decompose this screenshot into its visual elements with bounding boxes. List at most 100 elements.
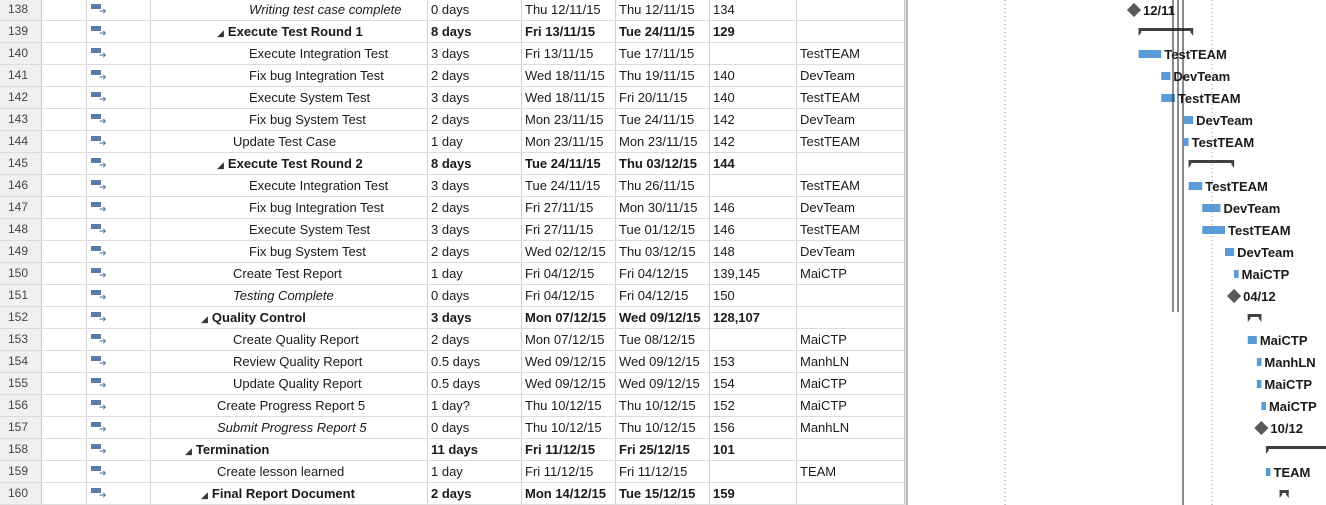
duration-cell[interactable]: 2 days [428, 197, 522, 218]
resource-cell[interactable] [797, 483, 905, 504]
task-mode-cell[interactable]: ➜ [87, 395, 151, 416]
duration-cell[interactable]: 1 day [428, 131, 522, 152]
predecessors-cell[interactable]: 142 [710, 131, 797, 152]
finish-cell[interactable]: Fri 20/11/15 [616, 87, 710, 108]
start-cell[interactable]: Tue 24/11/15 [522, 175, 616, 196]
resource-cell[interactable]: MaiCTP [797, 329, 905, 350]
task-mode-cell[interactable]: ➜ [87, 351, 151, 372]
task-row[interactable]: 153 ➜ Create Quality Report 2 days Mon 07/12… [0, 329, 905, 351]
task-name-cell[interactable]: Update Test Case [151, 131, 428, 152]
resource-cell[interactable]: MaiCTP [797, 395, 905, 416]
task-row[interactable]: 154 ➜ Review Quality Report 0.5 days Wed 09/… [0, 351, 905, 373]
finish-cell[interactable]: Thu 10/12/15 [616, 417, 710, 438]
task-mode-cell[interactable]: ➜ [87, 43, 151, 64]
duration-cell[interactable]: 3 days [428, 43, 522, 64]
task-name-cell[interactable]: Fix bug System Test [151, 241, 428, 262]
start-cell[interactable]: Thu 12/11/15 [522, 0, 616, 20]
task-name-cell[interactable]: Fix bug Integration Test [151, 65, 428, 86]
duration-cell[interactable]: 2 days [428, 329, 522, 350]
start-cell[interactable]: Wed 09/12/15 [522, 351, 616, 372]
row-id[interactable]: 155 [0, 373, 42, 394]
resource-cell[interactable]: DevTeam [797, 109, 905, 130]
row-id[interactable]: 146 [0, 175, 42, 196]
resource-cell[interactable]: ManhLN [797, 351, 905, 372]
finish-cell[interactable]: Tue 08/12/15 [616, 329, 710, 350]
task-name-cell[interactable]: Create Test Report [151, 263, 428, 284]
task-mode-cell[interactable]: ➜ [87, 483, 151, 504]
task-mode-cell[interactable]: ➜ [87, 219, 151, 240]
resource-cell[interactable]: TEAM [797, 461, 905, 482]
row-id[interactable]: 151 [0, 285, 42, 306]
task-row[interactable]: 141 ➜ Fix bug Integration Test 2 days Wed 18… [0, 65, 905, 87]
row-id[interactable]: 143 [0, 109, 42, 130]
finish-cell[interactable]: Thu 19/11/15 [616, 65, 710, 86]
resource-cell[interactable]: ManhLN [797, 417, 905, 438]
predecessors-cell[interactable]: 144 [710, 153, 797, 174]
row-id[interactable]: 154 [0, 351, 42, 372]
resource-cell[interactable] [797, 0, 905, 20]
task-name-cell[interactable]: Execute Integration Test [151, 43, 428, 64]
start-cell[interactable]: Fri 04/12/15 [522, 263, 616, 284]
start-cell[interactable]: Mon 23/11/15 [522, 131, 616, 152]
start-cell[interactable]: Fri 13/11/15 [522, 21, 616, 42]
task-row[interactable]: 160 ➜ ◢ Final Report Document 2 days Mon 14/1… [0, 483, 905, 505]
task-name-cell[interactable]: Execute System Test [151, 87, 428, 108]
task-mode-cell[interactable]: ➜ [87, 417, 151, 438]
finish-cell[interactable]: Wed 09/12/15 [616, 307, 710, 328]
row-id[interactable]: 153 [0, 329, 42, 350]
resource-cell[interactable] [797, 153, 905, 174]
predecessors-cell[interactable]: 146 [710, 219, 797, 240]
row-id[interactable]: 145 [0, 153, 42, 174]
predecessors-cell[interactable] [710, 43, 797, 64]
collapse-triangle-icon[interactable]: ◢ [217, 160, 224, 170]
task-row[interactable]: 146 ➜ Execute Integration Test 3 days Tue 24… [0, 175, 905, 197]
start-cell[interactable]: Wed 18/11/15 [522, 65, 616, 86]
duration-cell[interactable]: 0.5 days [428, 351, 522, 372]
finish-cell[interactable]: Tue 24/11/15 [616, 21, 710, 42]
duration-cell[interactable]: 1 day [428, 461, 522, 482]
resource-cell[interactable] [797, 307, 905, 328]
resource-cell[interactable] [797, 285, 905, 306]
task-name-cell[interactable]: Create lesson learned [151, 461, 428, 482]
task-row[interactable]: 159 ➜ Create lesson learned 1 day Fri 11/12/… [0, 461, 905, 483]
finish-cell[interactable]: Fri 25/12/15 [616, 439, 710, 460]
finish-cell[interactable]: Mon 23/11/15 [616, 131, 710, 152]
predecessors-cell[interactable]: 148 [710, 241, 797, 262]
task-row[interactable]: 151 ➜ Testing Complete 0 days Fri 04/12/15 Fr… [0, 285, 905, 307]
task-row[interactable]: 149 ➜ Fix bug System Test 2 days Wed 02/12/1… [0, 241, 905, 263]
task-mode-cell[interactable]: ➜ [87, 197, 151, 218]
finish-cell[interactable]: Thu 12/11/15 [616, 0, 710, 20]
start-cell[interactable]: Thu 10/12/15 [522, 395, 616, 416]
task-name-cell[interactable]: Create Quality Report [151, 329, 428, 350]
start-cell[interactable]: Fri 27/11/15 [522, 219, 616, 240]
task-name-cell[interactable]: Review Quality Report [151, 351, 428, 372]
finish-cell[interactable]: Fri 04/12/15 [616, 263, 710, 284]
row-id[interactable]: 158 [0, 439, 42, 460]
start-cell[interactable]: Mon 14/12/15 [522, 483, 616, 504]
task-name-cell[interactable]: ◢ Execute Test Round 1 [151, 21, 428, 42]
resource-cell[interactable] [797, 21, 905, 42]
start-cell[interactable]: Fri 13/11/15 [522, 43, 616, 64]
duration-cell[interactable]: 8 days [428, 153, 522, 174]
finish-cell[interactable]: Tue 17/11/15 [616, 43, 710, 64]
row-id[interactable]: 144 [0, 131, 42, 152]
task-row[interactable]: 148 ➜ Execute System Test 3 days Fri 27/11/1… [0, 219, 905, 241]
task-mode-cell[interactable]: ➜ [87, 439, 151, 460]
resource-cell[interactable]: DevTeam [797, 197, 905, 218]
task-mode-cell[interactable]: ➜ [87, 153, 151, 174]
row-id[interactable]: 152 [0, 307, 42, 328]
duration-cell[interactable]: 0.5 days [428, 373, 522, 394]
task-mode-cell[interactable]: ➜ [87, 285, 151, 306]
task-name-cell[interactable]: Execute Integration Test [151, 175, 428, 196]
predecessors-cell[interactable]: 153 [710, 351, 797, 372]
task-mode-cell[interactable]: ➜ [87, 461, 151, 482]
predecessors-cell[interactable]: 128,107 [710, 307, 797, 328]
start-cell[interactable]: Fri 27/11/15 [522, 197, 616, 218]
row-id[interactable]: 147 [0, 197, 42, 218]
row-id[interactable]: 159 [0, 461, 42, 482]
predecessors-cell[interactable]: 156 [710, 417, 797, 438]
resource-cell[interactable]: MaiCTP [797, 263, 905, 284]
task-mode-cell[interactable]: ➜ [87, 263, 151, 284]
